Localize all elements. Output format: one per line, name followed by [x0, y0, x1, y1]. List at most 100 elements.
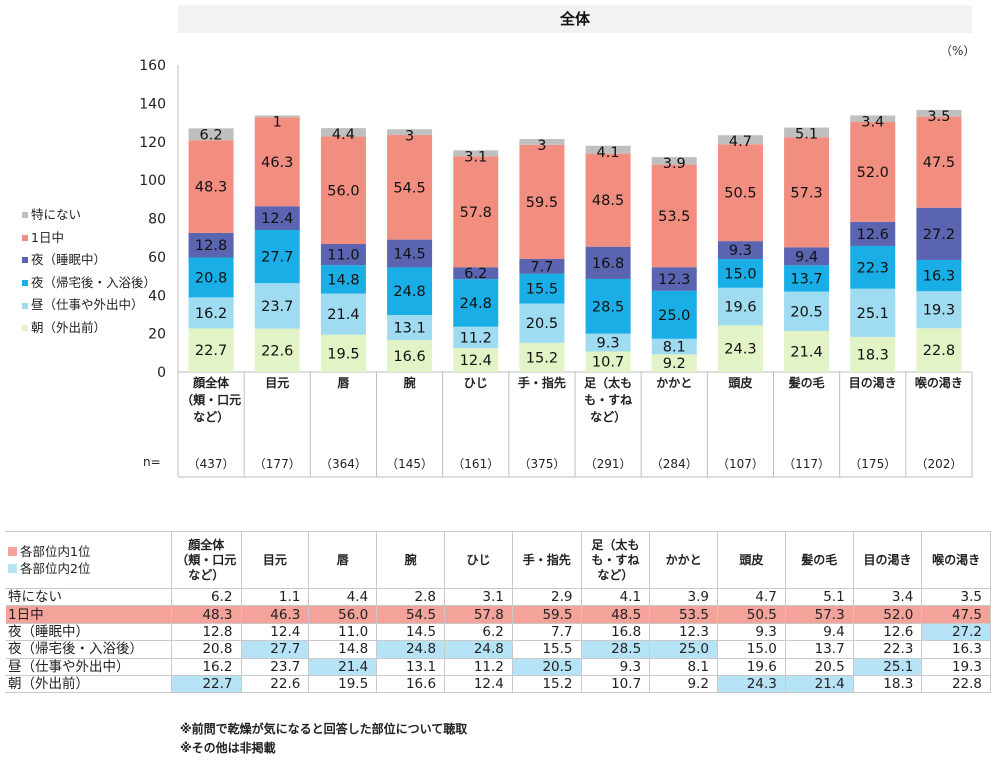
table-cell: 7.7 — [511, 622, 582, 642]
bar-data-label: 8.1 — [663, 340, 686, 356]
legend-swatch — [22, 234, 28, 241]
bar-data-label: 25.1 — [857, 306, 889, 322]
table-cell: 16.3 — [921, 640, 991, 659]
table-cell: 27.2 — [921, 622, 991, 642]
table-cell: 15.5 — [511, 640, 582, 659]
bar-data-label: 48.5 — [592, 193, 624, 209]
bar-segment — [254, 328, 300, 372]
bar-segment — [320, 244, 366, 266]
table-cell: 56.0 — [308, 605, 378, 624]
n-value: （107） — [717, 457, 764, 471]
x-tick-label: 顔全体 — [192, 375, 230, 390]
bar-segment — [254, 117, 300, 207]
table-row: 1日中 48.3 46.3 56.0 54.5 57.8 59.5 48.5 53.5 50.5 5… — [6, 605, 991, 624]
table-cell: 24.8 — [444, 640, 513, 659]
bar-data-label: 12.4 — [261, 211, 293, 227]
bar-data-label: 3 — [537, 138, 546, 154]
x-tick-label: など） — [193, 409, 229, 424]
table-cell: 22.3 — [852, 640, 923, 659]
legend-rank1-swatch — [8, 547, 17, 556]
bar-data-label: 15.5 — [526, 282, 558, 298]
table-cell: 57.3 — [784, 605, 854, 624]
bar-segment — [717, 258, 763, 288]
table-row: 夜（帰宅後・入浴後） 20.8 27.7 14.8 24.8 24.8 15.5 28.5 25… — [6, 640, 991, 659]
table-cell: 4.4 — [308, 587, 378, 607]
bar-data-label: 23.7 — [261, 299, 293, 315]
bar-segment — [188, 328, 234, 372]
legend-rank2-swatch — [8, 564, 17, 573]
table-column-header: 腕 — [376, 531, 446, 589]
bar-segment — [387, 267, 433, 316]
y-tick-label: 80 — [148, 212, 166, 228]
table-cell: 3.1 — [444, 587, 513, 607]
bar-segment — [651, 354, 697, 372]
table-cell: 27.7 — [240, 640, 310, 659]
bar-segment — [387, 129, 433, 136]
bar-segment — [453, 267, 499, 280]
bar-data-label: 48.3 — [195, 180, 227, 196]
bar-data-label: 19.3 — [923, 303, 955, 319]
n-value: （375） — [518, 457, 565, 471]
table-cell: 47.5 — [921, 605, 991, 624]
bar-segment — [784, 127, 830, 138]
bar-segment — [188, 140, 234, 233]
bar-data-label: 18.3 — [857, 347, 889, 363]
bar-segment — [519, 303, 565, 343]
bar-segment — [320, 265, 366, 294]
bar-data-label: 22.7 — [195, 343, 227, 359]
bar-segment — [254, 206, 300, 231]
bar-data-label: 21.4 — [327, 307, 359, 323]
bar-segment — [916, 259, 962, 292]
bar-segment — [453, 279, 499, 327]
table-cell: 15.2 — [511, 674, 582, 694]
bar-segment — [519, 258, 565, 274]
table-row: 昼（仕事や外出中） 16.2 23.7 21.4 13.1 11.2 20.5 9.3 8.1 1… — [6, 657, 991, 676]
unit-label: （%） — [940, 44, 976, 58]
table-cell: 16.2 — [170, 657, 242, 676]
bar-segment — [651, 290, 697, 339]
bar-segment — [585, 145, 631, 154]
x-tick-label: 髪の毛 — [788, 375, 825, 390]
bar-data-label: 57.8 — [460, 205, 492, 221]
legend-rank1: 各部位内1位 — [8, 543, 169, 560]
bar-segment — [717, 135, 763, 145]
bar-data-label: 56.0 — [327, 183, 359, 199]
bar-segment — [850, 336, 896, 372]
bar-segment — [387, 239, 433, 268]
bar-data-label: 3 — [405, 128, 414, 144]
n-value: （202） — [915, 457, 962, 471]
bar-segment — [784, 265, 830, 292]
table-cell: 4.1 — [580, 587, 651, 607]
bar-segment — [519, 144, 565, 259]
y-tick-label: 0 — [157, 365, 166, 381]
bar-data-label: 16.8 — [592, 256, 624, 272]
table-cell: 14.8 — [308, 640, 378, 659]
table-cell: 46.3 — [240, 605, 310, 624]
legend-swatch — [22, 280, 28, 287]
bar-data-label: 4.7 — [729, 134, 752, 150]
table-cell: 59.5 — [511, 605, 582, 624]
bar-data-label: 28.5 — [592, 299, 624, 315]
table-cell: 4.7 — [717, 587, 786, 607]
bar-segment — [916, 109, 962, 117]
n-value: （177） — [254, 457, 301, 471]
bar-segment — [850, 245, 896, 289]
table-cell: 16.8 — [580, 622, 651, 642]
legend-item: 夜（睡眠中） — [22, 249, 156, 272]
n-value: （437） — [188, 457, 235, 471]
table-cell: 15.0 — [717, 640, 786, 659]
n-value: （291） — [585, 457, 632, 471]
bar-segment — [254, 230, 300, 284]
bar-segment — [585, 153, 631, 247]
bar-data-label: 25.0 — [658, 308, 690, 324]
table-cell: 10.7 — [580, 674, 651, 694]
bar-data-label: 59.5 — [526, 195, 558, 211]
footnote-1: ※前問で乾燥が気になると回答した部位について聴取 — [180, 722, 468, 736]
table-row-label: 昼（仕事や外出中） — [6, 657, 172, 676]
table-cell: 23.7 — [240, 657, 310, 676]
table-cell: 25.1 — [852, 657, 923, 676]
table-row: 夜（睡眠中） 12.8 12.4 11.0 14.5 6.2 7.7 16.8 12.3 9.3 9… — [6, 622, 991, 642]
bar-data-label: 57.3 — [790, 185, 822, 201]
x-tick-label: も・すね — [584, 393, 632, 407]
bar-segment — [188, 232, 234, 258]
